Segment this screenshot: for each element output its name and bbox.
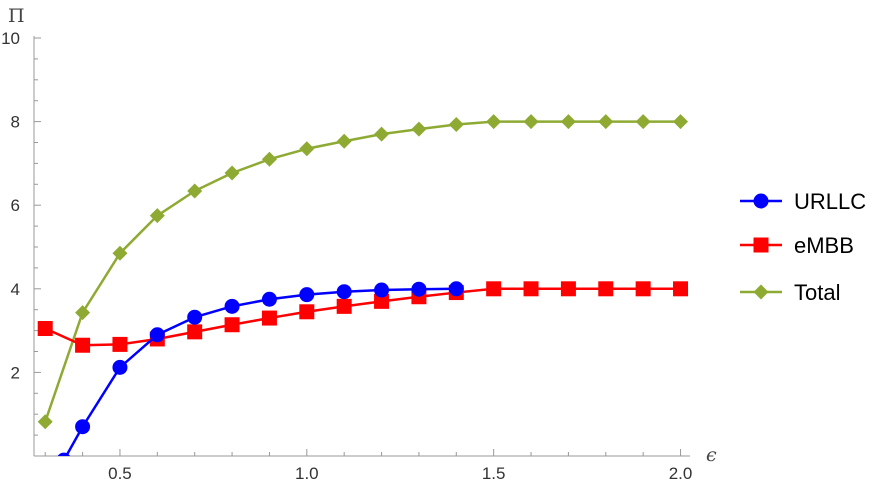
urllc-point	[411, 281, 427, 297]
total-point	[486, 114, 502, 130]
legend-item-urllc: URLLC	[740, 189, 866, 214]
urllc-point	[374, 282, 390, 298]
x-tick-label: 0.5	[108, 464, 132, 483]
urllc-point	[448, 281, 464, 297]
total-point	[261, 151, 277, 167]
x-tick-label: 2.0	[669, 464, 693, 483]
embb-point	[560, 281, 576, 297]
x-axis-label: ϵ	[706, 444, 717, 466]
urllc-point	[299, 287, 315, 303]
total-point	[75, 305, 91, 321]
urllc-point	[187, 309, 203, 325]
legend-urllc-marker	[753, 193, 769, 209]
y-tick-label: 2	[11, 363, 20, 382]
legend-urllc-label: URLLC	[794, 189, 866, 214]
embb-point	[673, 281, 689, 297]
embb-point	[224, 317, 240, 333]
embb-point	[336, 298, 352, 314]
legend-embb-marker	[753, 237, 769, 253]
legend-total-marker	[753, 284, 769, 300]
total-point	[112, 245, 128, 261]
total-point	[374, 126, 390, 142]
legend-item-embb: eMBB	[740, 233, 854, 258]
total-point	[336, 133, 352, 149]
urllc-point	[336, 284, 352, 300]
embb-point	[112, 336, 128, 352]
total-point	[411, 121, 427, 137]
embb-line	[44, 287, 681, 347]
total-point	[448, 117, 464, 133]
total-point	[187, 183, 203, 199]
legend-embb-label: eMBB	[794, 233, 854, 258]
embb-point	[299, 304, 315, 320]
legend-item-total: Total	[740, 280, 840, 305]
total-point	[37, 414, 53, 430]
embb-point	[75, 337, 91, 353]
urllc-point	[75, 419, 91, 435]
urllc-point	[57, 452, 71, 456]
series-urllc	[57, 281, 464, 456]
total-point	[673, 114, 689, 130]
total-point	[149, 208, 165, 224]
x-tick-label: 1.5	[482, 464, 506, 483]
legend: URLLC eMBB Total	[740, 189, 866, 305]
total-point	[598, 114, 614, 130]
x-tick-label: 1.0	[295, 464, 319, 483]
embb-point	[187, 324, 203, 340]
urllc-point	[261, 291, 277, 307]
embb-point	[37, 321, 53, 337]
legend-total-label: Total	[794, 280, 840, 305]
axes: 0.5 1.0 1.5 2.0 2 4 6 8 10 ϵ Π	[1, 5, 717, 483]
urllc-point	[149, 327, 165, 343]
y-tick-label: 10	[1, 29, 20, 48]
embb-point	[598, 281, 614, 297]
total-point	[560, 114, 576, 130]
total-point	[635, 114, 651, 130]
series-group	[37, 114, 689, 456]
embb-point	[635, 281, 651, 297]
y-tick-label: 6	[11, 196, 20, 215]
urllc-line	[64, 287, 457, 456]
y-tick-label: 4	[11, 280, 20, 299]
urllc-point	[224, 298, 240, 314]
embb-point	[523, 281, 539, 297]
total-point	[224, 165, 240, 181]
total-point	[523, 114, 539, 130]
embb-point	[261, 310, 277, 326]
total-point	[299, 141, 315, 157]
total-line	[44, 120, 681, 423]
urllc-point	[112, 359, 128, 375]
series-total	[37, 114, 689, 430]
y-tick-label: 8	[11, 113, 20, 132]
y-axis-label: Π	[8, 5, 25, 27]
embb-point	[374, 293, 390, 309]
embb-point	[486, 281, 502, 297]
